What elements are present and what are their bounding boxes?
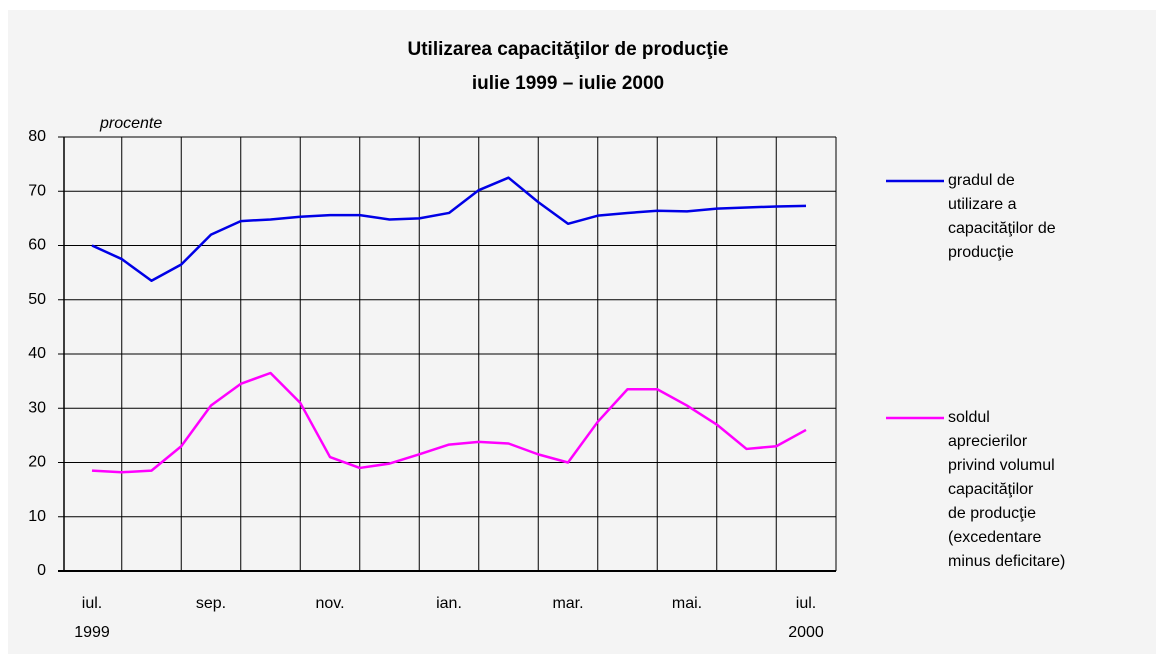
data-line (91, 176, 807, 283)
chart-title: Utilizarea capacităţilor de producţie (408, 39, 729, 60)
chart-background (8, 10, 1156, 654)
x-year-label: 2000 (788, 624, 824, 641)
x-tick-label: iul. (82, 595, 102, 612)
y-tick-label: 40 (28, 345, 46, 362)
y-tick-label: 0 (37, 562, 46, 579)
x-tick-label: sep. (196, 595, 226, 612)
x-year-label: 1999 (74, 624, 110, 641)
y-tick-label: 60 (28, 237, 46, 254)
y-tick-label: 20 (28, 454, 46, 471)
y-tick-label: 10 (28, 508, 46, 525)
y-tick-label: 30 (28, 399, 46, 416)
legend-label: gradul de utilizare a capacităţilor de p… (948, 172, 1056, 261)
y-tick-label: 80 (28, 128, 46, 145)
y-tick-label: 70 (28, 182, 46, 199)
chart-subtitle: iulie 1999 – iulie 2000 (472, 73, 664, 94)
x-tick-label: ian. (436, 595, 462, 612)
x-tick-label: mai. (672, 595, 702, 612)
y-unit-label: procente (99, 115, 162, 132)
x-tick-label: mar. (552, 595, 583, 612)
legend-label: soldul aprecierilor privind volumul capa… (948, 409, 1066, 570)
x-tick-label: nov. (315, 595, 344, 612)
data-line (91, 371, 807, 474)
y-tick-label: 50 (28, 291, 46, 308)
x-tick-label: iul. (796, 595, 816, 612)
